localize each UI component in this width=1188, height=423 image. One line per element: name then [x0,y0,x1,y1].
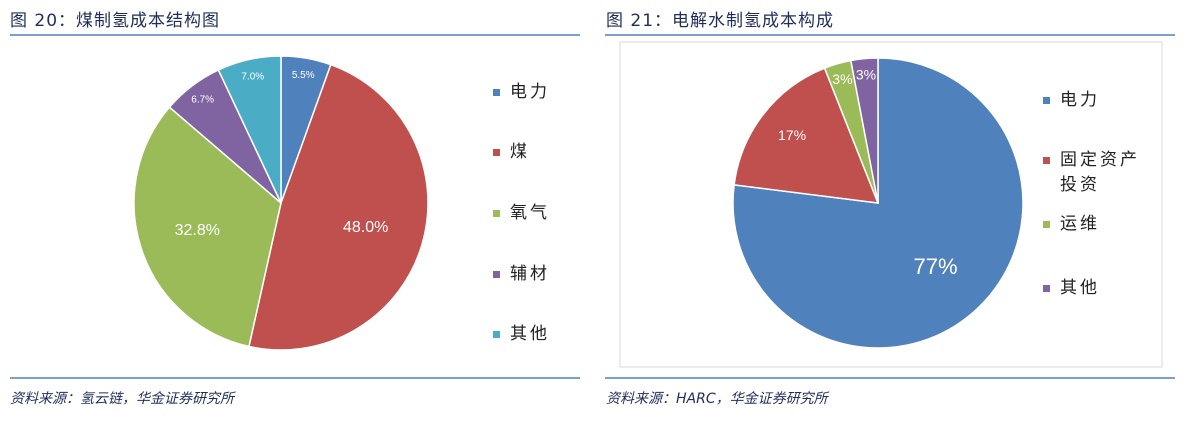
legend-swatch [1043,285,1050,292]
legend-item: 氧气 [493,201,590,226]
data-label: 48.0% [343,219,388,236]
data-label: 7.0% [241,71,264,82]
data-label: 5.5% [292,70,315,81]
pie-slice [248,63,429,351]
legend-label: 电力 [510,82,550,102]
data-label: 6.7% [191,95,214,106]
data-label: 32.8% [175,222,220,239]
pie-slice [849,57,879,204]
legend-label: 辅材 [510,264,550,284]
source-note: 资料来源：氢云链，华金证券研究所 [10,391,234,407]
legend-swatch [1043,157,1050,164]
legend-item: 固定资产投资 [1043,148,1140,198]
legend-swatch [1043,97,1050,104]
source-note: 资料来源：HARC，华金证券研究所 [606,391,828,407]
legend-item: 其他 [493,322,590,347]
data-label: 77% [914,254,958,279]
legend-label: 氧气 [510,203,550,223]
legend-label: 电力 [1060,90,1100,110]
chart-title: 图 21：电解水制氢成本构成 [606,11,835,31]
legend-swatch [1043,221,1050,228]
pie-slice [217,55,282,204]
data-label: 3% [856,67,876,83]
legend-item: 运维 [1043,212,1140,237]
legend-swatch [493,149,500,156]
legend-item: 辅材 [493,262,590,287]
data-label: 17% [778,127,806,143]
legend-label: 固定资产投资 [1060,150,1140,195]
chart-frame [619,41,1163,368]
data-label: 3% [832,71,852,87]
legend-label: 煤 [510,142,530,162]
pie-slice [732,57,1024,349]
legend-swatch [493,271,500,278]
legend-label: 其他 [510,324,550,344]
pie-slice [733,67,880,204]
legend-swatch [493,331,500,338]
legend-item: 其他 [1043,276,1140,301]
legend-item: 煤 [493,140,590,165]
legend-item: 电力 [493,80,590,105]
legend-label: 其他 [1060,278,1100,298]
legend-label: 运维 [1060,214,1100,234]
legend-swatch [493,89,500,96]
legend-swatch [493,210,500,217]
pie-slice [133,106,282,348]
chart-title: 图 20：煤制氢成本结构图 [10,11,221,31]
legend-item: 电力 [1043,88,1140,113]
